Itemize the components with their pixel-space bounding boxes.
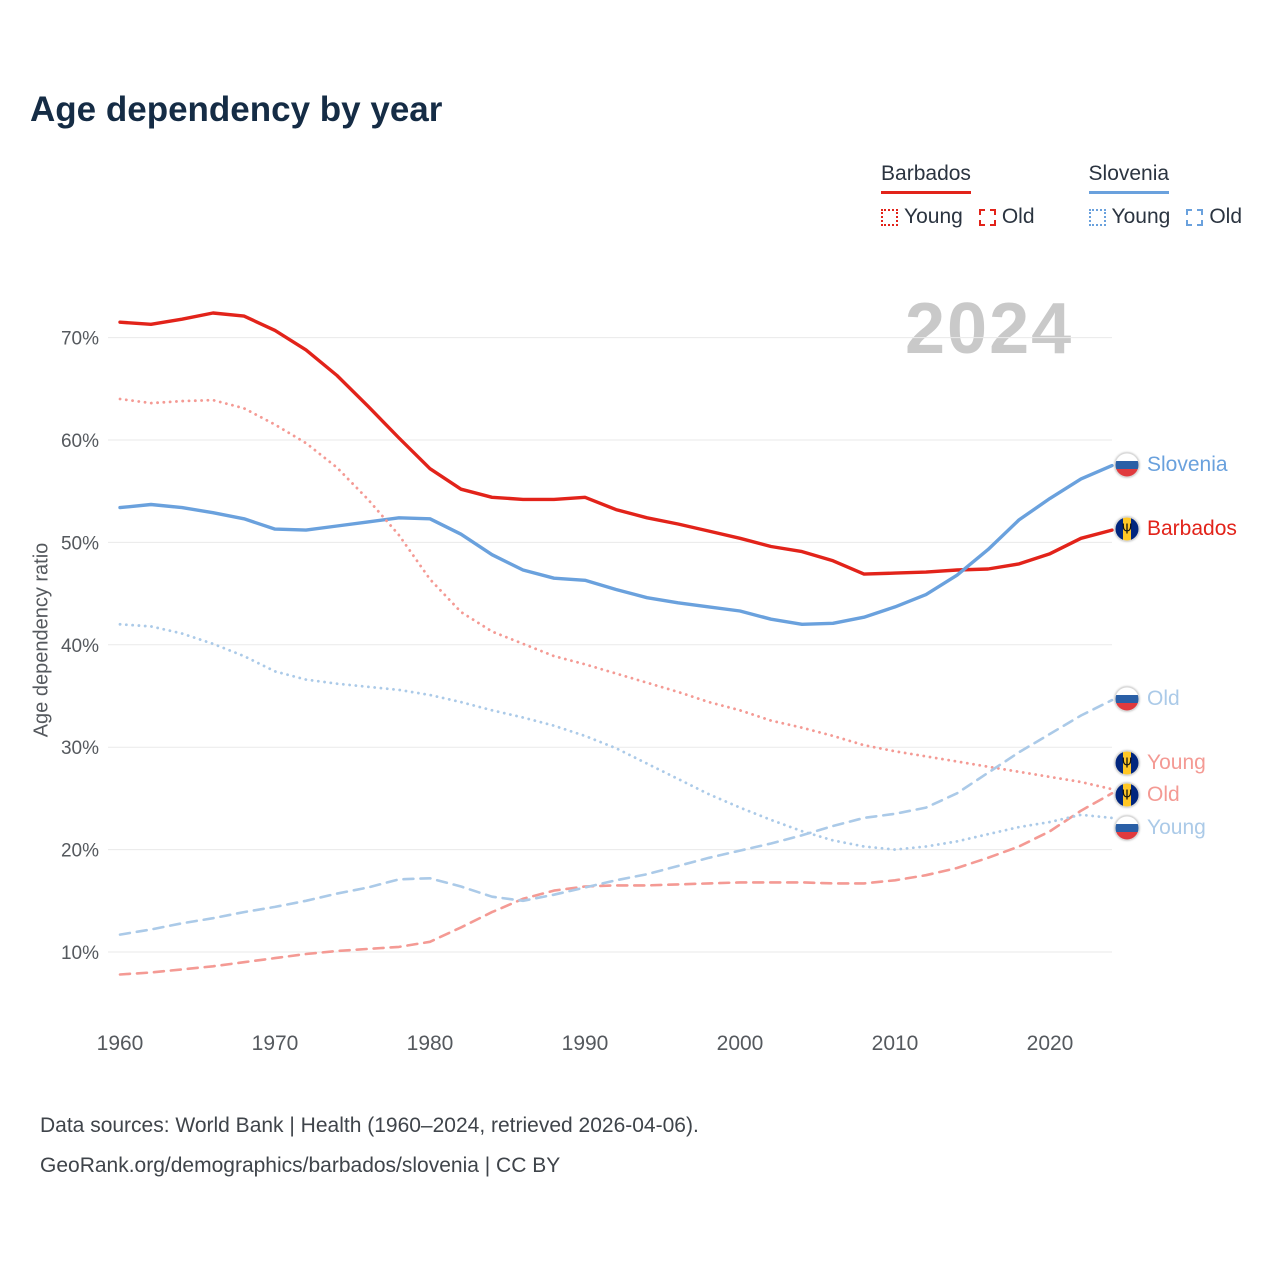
x-tick-label: 1980 [407,1032,454,1055]
legend-item-slovenia-young[interactable]: Young [1088,205,1171,229]
legend-item-label: Old [1001,205,1035,228]
dashed-line-swatch-icon [1186,208,1204,226]
dotted-line-swatch-icon [881,208,899,226]
dotted-line-swatch-icon [1088,208,1106,226]
legend-country-barbados[interactable]: Barbados [881,162,971,194]
legend-item-label: Young [1111,205,1171,228]
series-line-slovenia-young [118,622,1114,851]
legend-item-barbados-old[interactable]: Old [978,205,1035,229]
legend-country-slovenia[interactable]: Slovenia [1088,162,1170,194]
legend-item-slovenia-old[interactable]: Old [1186,205,1242,229]
x-tick-label: 2010 [872,1032,919,1055]
legend-group-slovenia: Slovenia Young Old [1088,162,1242,229]
series-line-slovenia-old [118,698,1114,936]
y-tick-label: 30% [61,738,99,759]
chart-legend: Barbados Young Old Slovenia Young [881,162,1242,229]
y-tick-label: 70% [61,329,99,350]
footer: Data sources: World Bank | Health (1960–… [40,1106,699,1186]
x-tick-label: 1970 [252,1032,299,1055]
legend-item-label: Old [1209,205,1242,228]
footer-attribution: GeoRank.org/demographics/barbados/sloven… [40,1154,561,1177]
legend-item-barbados-young[interactable]: Young [881,205,963,229]
watermark-year: 2024 [905,289,1074,369]
series-line-slovenia [118,463,1114,626]
x-tick-label: 1990 [562,1032,609,1055]
series-line-barbados [118,311,1114,576]
dashed-line-swatch-icon [978,208,996,226]
x-tick-label: 1960 [97,1032,144,1055]
series-line-barbados-young [118,397,1114,791]
x-tick-label: 2020 [1027,1032,1074,1055]
y-tick-label: 60% [61,431,99,452]
x-tick-label: 2000 [717,1032,764,1055]
y-tick-label: 40% [61,636,99,657]
y-tick-label: 20% [61,841,99,862]
legend-group-barbados: Barbados Young Old [881,162,1035,229]
y-tick-label: 10% [61,943,99,964]
y-tick-label: 50% [61,533,99,554]
legend-item-label: Young [904,205,963,228]
legend-items-slovenia: Young Old [1088,205,1242,229]
page-title: Age dependency by year [30,90,443,129]
legend-items-barbados: Young Old [881,205,1035,229]
footer-data-sources: Data sources: World Bank | Health (1960–… [40,1114,699,1137]
series-line-barbados-old [118,792,1114,976]
